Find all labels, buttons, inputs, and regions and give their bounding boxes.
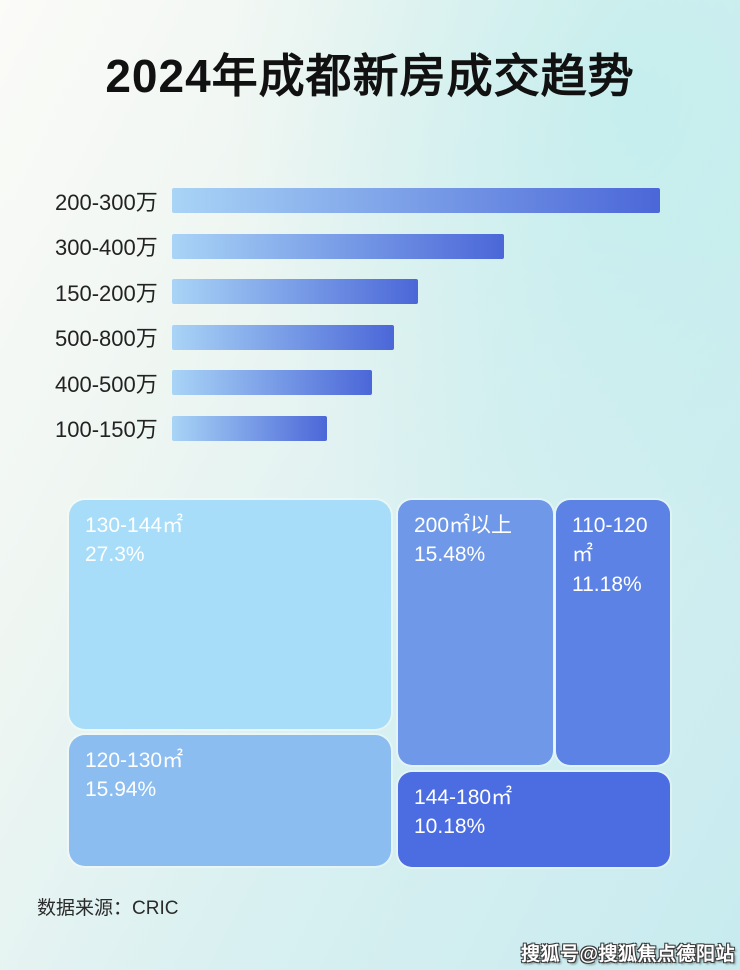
- bar-track: [172, 415, 660, 441]
- bar-track: [172, 188, 660, 214]
- bar-track: [172, 233, 660, 259]
- bar-150-200: [172, 279, 419, 305]
- treemap-label: 144-180㎡: [414, 786, 513, 809]
- bar-label: 500-800万: [55, 326, 158, 352]
- treemap-percentage: 27.3%: [85, 543, 145, 567]
- bar-500-800: [172, 324, 394, 350]
- treemap-block-130-144: 130-144㎡ 27.3%: [69, 500, 391, 729]
- bar-300-400: [172, 233, 504, 259]
- treemap-block-200-plus: 200㎡以上 15.48%: [398, 500, 553, 765]
- page-title: 2024年成都新房成交趋势: [105, 50, 635, 102]
- treemap-label: 110-120㎡: [572, 514, 648, 567]
- bar-row: 150-200万: [55, 269, 685, 315]
- bar-row: 100-150万: [55, 406, 685, 452]
- treemap-block-120-130: 120-130㎡ 15.94%: [69, 735, 391, 866]
- bar-track: [172, 324, 660, 350]
- bar-label: 300-400万: [55, 235, 158, 261]
- bar-label: 200-300万: [55, 189, 158, 215]
- bar-track: [172, 370, 660, 396]
- treemap-block-144-180: 144-180㎡ 10.18%: [398, 772, 670, 867]
- bar-row: 400-500万: [55, 360, 685, 406]
- treemap-percentage: 10.18%: [414, 815, 486, 839]
- data-source-note: 数据来源：CRIC: [37, 898, 179, 919]
- treemap-block-110-120: 110-120㎡ 11.18%: [556, 500, 670, 765]
- treemap-label: 200㎡以上: [414, 514, 513, 537]
- bar-label: 100-150万: [55, 417, 158, 443]
- price-band-bar-chart: 200-300万 300-400万 150-200万 500-800万 400-…: [55, 178, 685, 451]
- bar-row: 500-800万: [55, 315, 685, 361]
- treemap-percentage: 15.94%: [85, 778, 157, 802]
- treemap-percentage: 15.48%: [414, 543, 486, 567]
- bar-200-300: [172, 188, 660, 214]
- bar-label: 400-500万: [55, 371, 158, 397]
- bar-track: [172, 279, 660, 305]
- treemap-label: 120-130㎡: [85, 749, 184, 772]
- treemap-percentage: 11.18%: [572, 572, 642, 596]
- bar-label: 150-200万: [55, 280, 158, 306]
- bar-row: 200-300万: [55, 178, 685, 224]
- bar-400-500: [172, 370, 373, 396]
- bar-100-150: [172, 415, 328, 441]
- sohu-watermark: 搜狐号@搜狐焦点德阳站: [520, 944, 735, 965]
- treemap-label: 130-144㎡: [85, 514, 184, 537]
- bar-row: 300-400万: [55, 224, 685, 270]
